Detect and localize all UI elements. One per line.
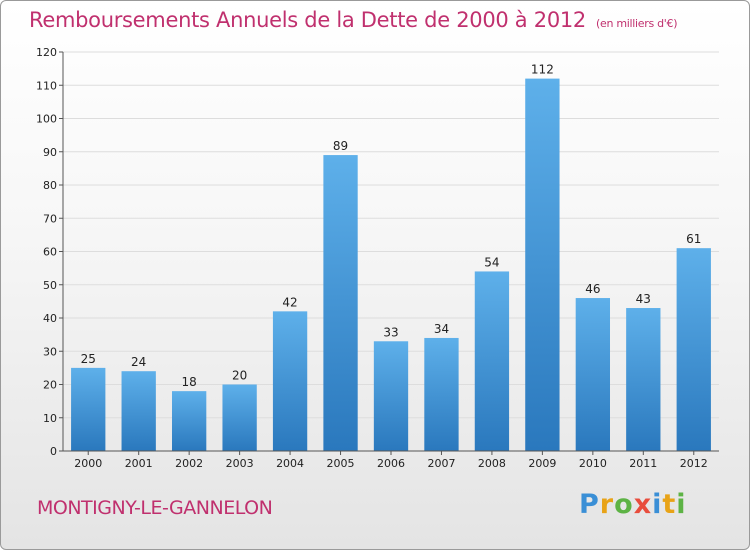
y-tick-label: 90 [43, 146, 57, 159]
data-label: 33 [383, 325, 398, 339]
y-tick-label: 110 [36, 79, 57, 92]
logo-letter: x [633, 489, 653, 520]
bar [575, 298, 611, 451]
bar-layer: 25 24 18 20 42 89 33 34 54 112 46 43 61 [71, 63, 711, 451]
bar [373, 341, 409, 451]
x-tick-label: 2001 [125, 457, 153, 470]
data-label: 46 [585, 282, 600, 296]
data-label: 54 [484, 255, 499, 269]
bar [424, 337, 459, 451]
data-label: 25 [81, 352, 96, 366]
x-tick-label: 2007 [427, 457, 455, 470]
data-label: 24 [131, 355, 146, 369]
x-tick-label: 2010 [579, 457, 607, 470]
y-tick-label: 40 [43, 312, 57, 325]
data-label: 61 [686, 232, 701, 246]
x-tick-label: 2000 [74, 457, 102, 470]
bar [323, 155, 358, 451]
bar [474, 271, 510, 451]
x-tick-label: 2011 [629, 457, 657, 470]
y-tick-label: 50 [43, 279, 57, 292]
chart-title: Remboursements Annuels de la Dette de 20… [29, 8, 677, 32]
x-tick-label: 2006 [377, 457, 405, 470]
data-label: 89 [333, 139, 348, 153]
bar [676, 248, 711, 451]
chart-subtitle: (en milliers d'€) [596, 17, 678, 30]
axis-layer: 0 10 20 30 40 50 60 70 80 90 100 110 120 2000 2001 2002… [36, 46, 719, 470]
data-label: 42 [282, 295, 297, 309]
data-label: 34 [434, 322, 449, 336]
y-tick-label: 10 [43, 412, 57, 425]
x-tick-label: 2003 [226, 457, 254, 470]
logo-letter: P [579, 489, 600, 520]
y-tick-label: 70 [43, 212, 57, 225]
commune-name: MONTIGNY-LE-GANNELON [37, 497, 273, 519]
y-tick-label: 120 [36, 46, 57, 59]
data-label: 18 [182, 375, 197, 389]
logo-letter: t [662, 489, 677, 520]
logo-letter: i [652, 489, 663, 520]
y-tick-label: 30 [43, 345, 57, 358]
y-tick-label: 0 [50, 445, 57, 458]
bar [626, 308, 661, 451]
x-tick-label: 2008 [478, 457, 506, 470]
bar [71, 367, 106, 451]
bar [525, 78, 560, 451]
bar [171, 391, 207, 451]
y-tick-label: 20 [43, 379, 57, 392]
title-text: Remboursements Annuels de la Dette de 20… [29, 8, 586, 32]
logo-letter: o [614, 489, 634, 520]
x-tick-label: 2012 [680, 457, 708, 470]
y-tick-label: 60 [43, 246, 57, 259]
y-tick-label: 80 [43, 179, 57, 192]
logo-letter: r [599, 489, 615, 520]
x-tick-label: 2002 [175, 457, 203, 470]
data-label: 112 [531, 63, 554, 77]
data-label: 43 [636, 292, 651, 306]
proxiti-logo: Proxiti [579, 489, 687, 520]
y-tick-label: 100 [36, 113, 57, 126]
bar [222, 384, 257, 451]
data-label: 20 [232, 369, 247, 383]
logo-letter: i [676, 489, 687, 520]
x-tick-label: 2004 [276, 457, 304, 470]
x-tick-label: 2005 [327, 457, 355, 470]
x-tick-label: 2009 [528, 457, 556, 470]
bar [121, 371, 156, 451]
bar [272, 311, 308, 451]
